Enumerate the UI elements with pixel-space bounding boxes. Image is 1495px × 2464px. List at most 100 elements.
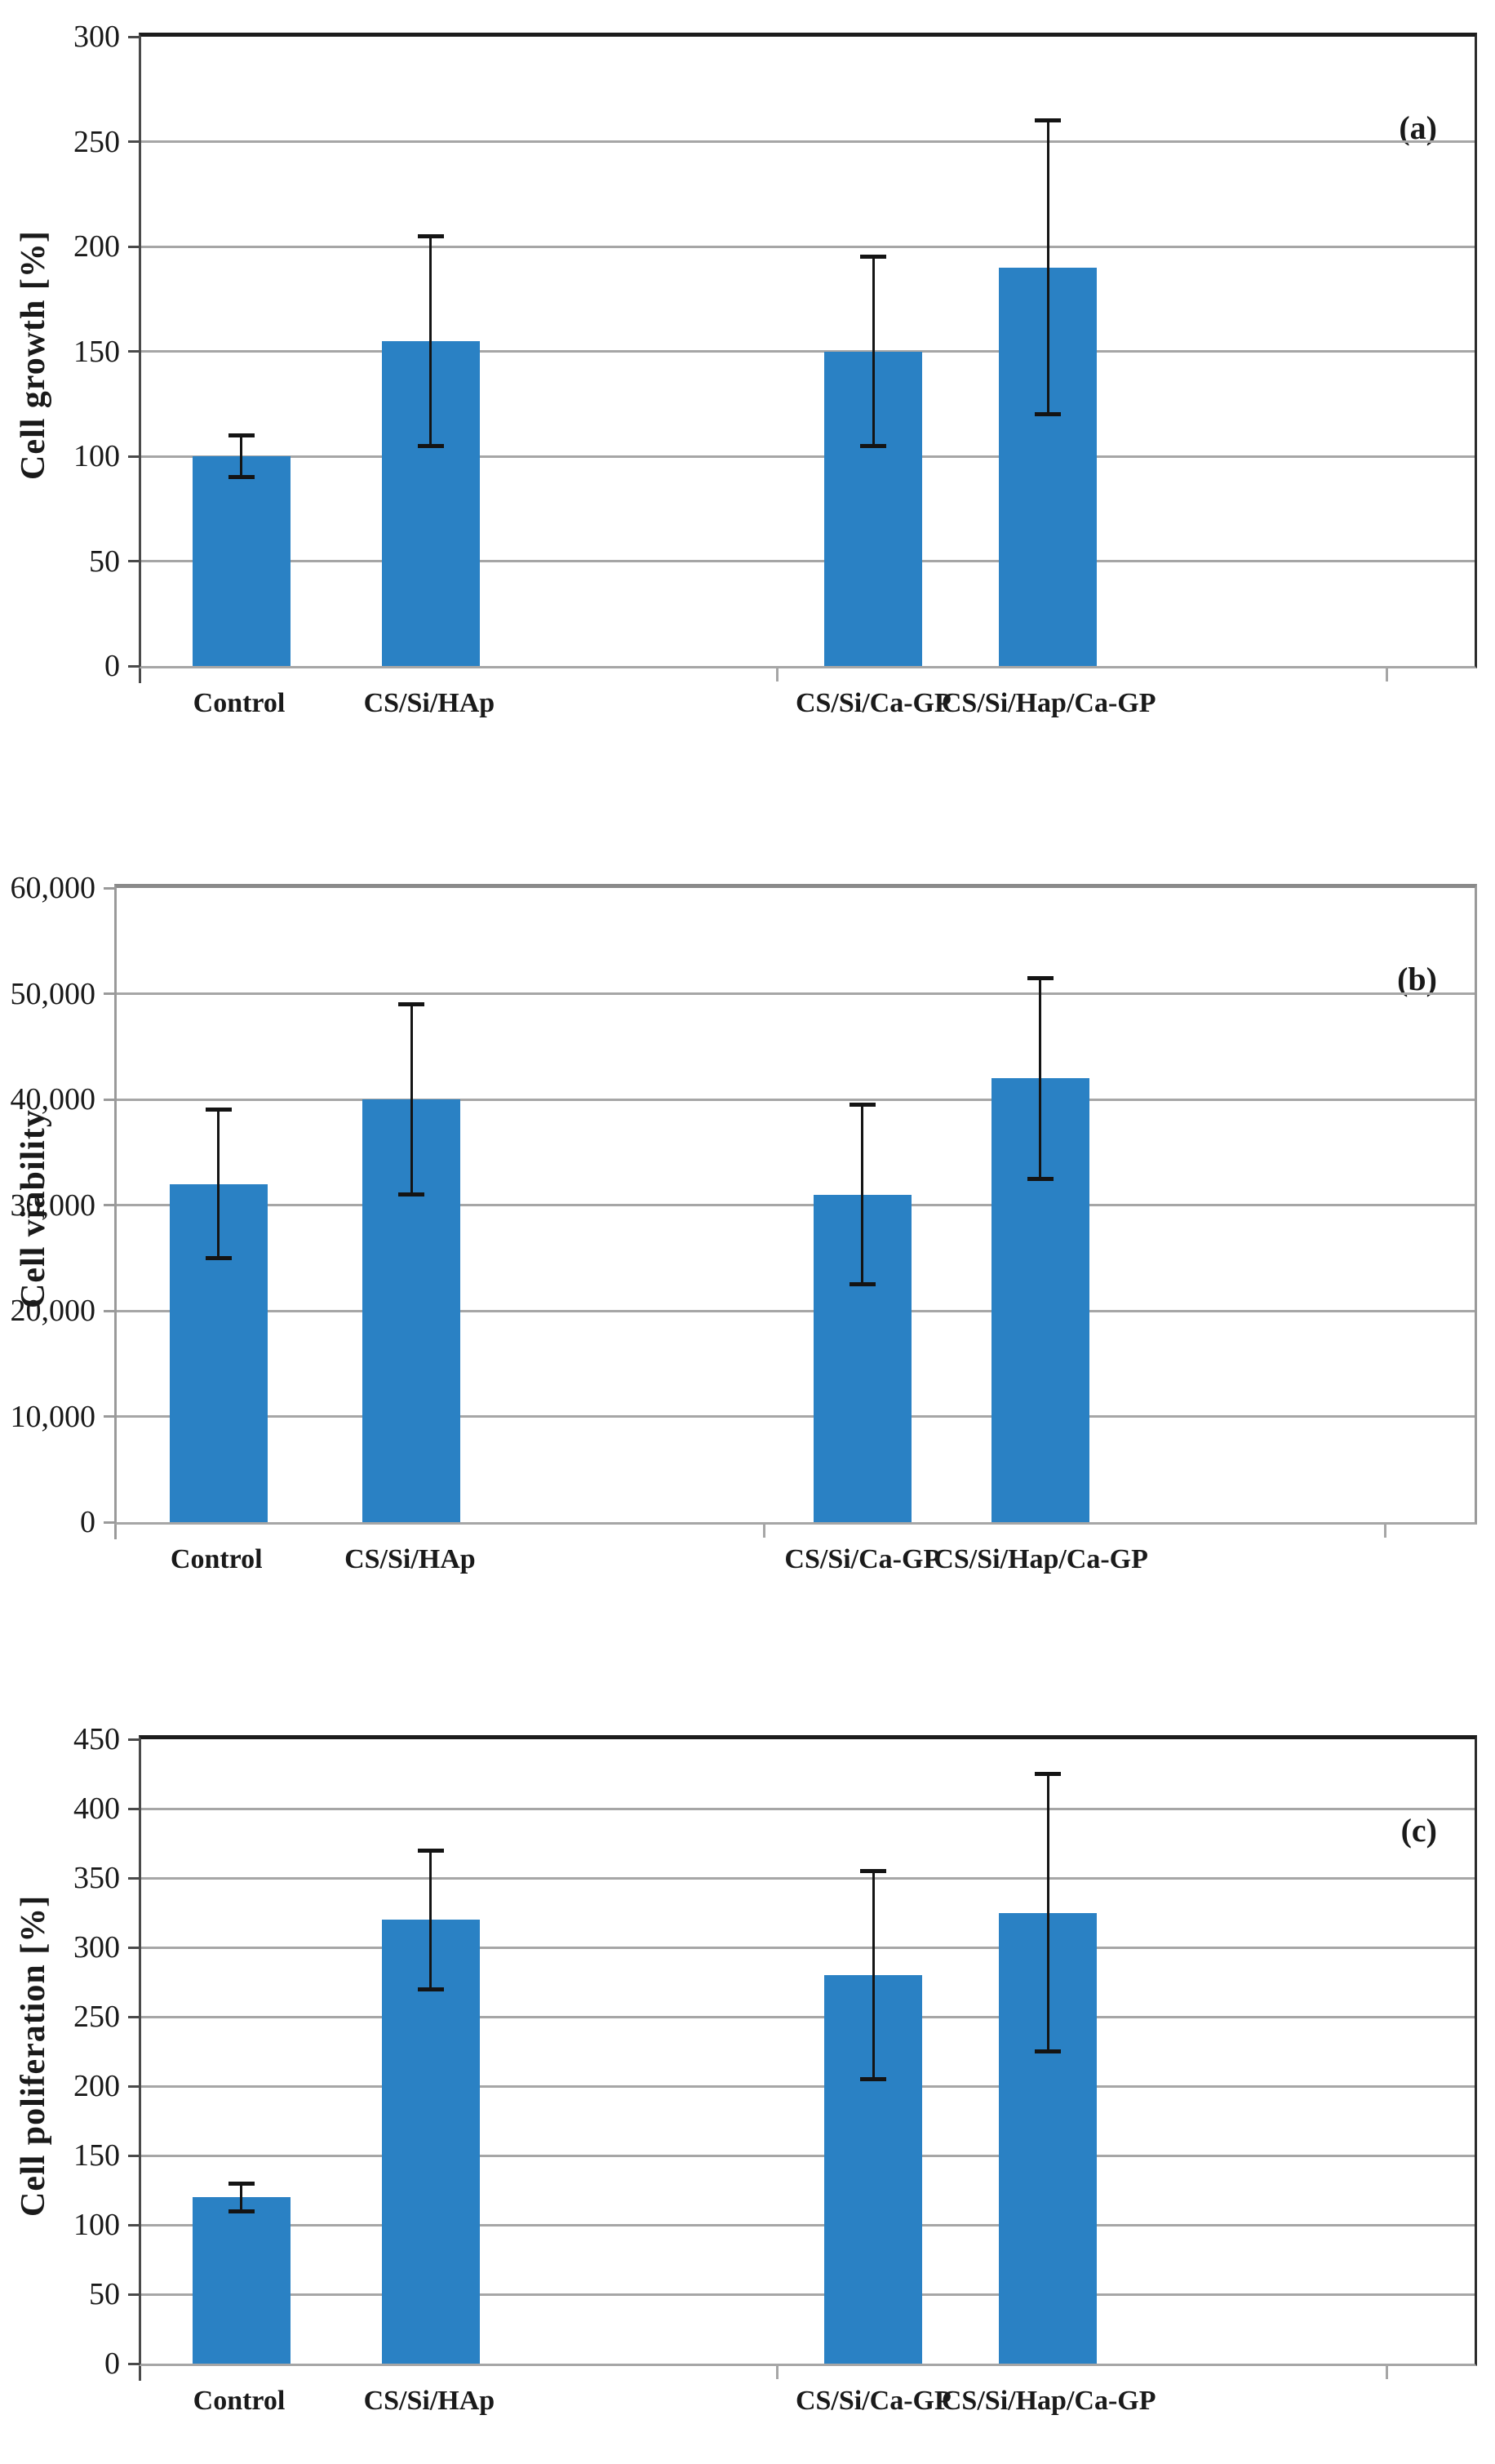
error-bar: [1046, 1774, 1049, 2052]
error-bar: [429, 1850, 433, 1989]
error-bar-cap: [417, 443, 444, 448]
bar: [192, 2197, 291, 2364]
y-tick-label: 450: [73, 1722, 120, 1756]
error-bar-cap: [417, 1848, 444, 1853]
gridline: [141, 350, 1475, 353]
y-tick-label: 250: [73, 2000, 120, 2034]
gridline: [141, 2084, 1475, 2088]
y-tick-mark: [128, 1807, 139, 1810]
y-tick-mark: [128, 2015, 139, 2018]
chart-panel-c: (c) Cell poliferation [%] 0 50 100 150 200 25…: [0, 1722, 1495, 2431]
y-axis-ticks: 0 50 100 150 200 250 300: [2, 20, 120, 683]
y-tick-mark: [128, 2084, 139, 2088]
x-tick-mark: [775, 668, 779, 681]
y-tick-mark: [104, 1204, 114, 1206]
category-label: Control: [193, 688, 286, 718]
error-bar-cap: [205, 1255, 232, 1260]
y-tick-label: 60,000: [10, 871, 96, 905]
y-axis-ticks: 0 50 100 150 200 250 300 350 400 450: [2, 1722, 120, 2381]
error-bar-cap: [860, 443, 887, 448]
y-tick-mark: [128, 455, 139, 458]
y-tick-mark: [128, 2293, 139, 2296]
y-tick-mark: [104, 1309, 114, 1312]
y-tick-label: 100: [73, 2208, 120, 2242]
y-tick-label: 0: [104, 649, 120, 683]
gridline: [141, 245, 1475, 248]
error-bar-cap: [1035, 412, 1062, 417]
y-tick-label: 200: [73, 229, 120, 264]
gridline: [141, 2015, 1475, 2018]
error-bar: [1046, 120, 1049, 415]
gridline: [141, 2223, 1475, 2226]
y-axis-extension: [114, 1525, 117, 1539]
error-bar-cap: [1035, 118, 1062, 123]
y-tick-mark: [104, 1098, 114, 1101]
chart-panel-a: (a) Cell growth [%] 0 50 100 150 200 250 300 C…: [0, 20, 1495, 758]
x-axis-labels-c: Control CS/Si/HAp CS/Si/Ca-GP CS/Si/Hap/Ca-…: [139, 2366, 1477, 2431]
y-tick-mark: [128, 1946, 139, 1949]
gridline: [141, 2154, 1475, 2157]
gridline: [141, 455, 1475, 458]
category-label: CS/Si/Ca-GP: [784, 1544, 941, 1574]
error-bar-cap: [417, 1987, 444, 1991]
y-tick-label: 40,000: [10, 1082, 96, 1117]
error-bar-cap: [860, 1869, 887, 1873]
x-tick-mark: [1385, 668, 1388, 681]
gridline: [117, 1309, 1475, 1312]
x-axis-labels-a: Control CS/Si/HAp CS/Si/Ca-GP CS/Si/Hap/Ca-…: [139, 668, 1477, 758]
error-bar-cap: [860, 2077, 887, 2081]
y-tick-label: 300: [73, 1930, 120, 1965]
y-tick-mark: [128, 664, 139, 668]
category-label: CS/Si/HAp: [363, 2386, 495, 2416]
plot-area-c: (c) Cell poliferation [%] 0 50 100 150 200 25…: [15, 1722, 1477, 2381]
category-label: CS/Si/Ca-GP: [795, 688, 952, 718]
y-tick-mark: [128, 140, 139, 143]
y-tick-label: 100: [73, 439, 120, 473]
error-bar: [410, 1004, 413, 1195]
error-bar-cap: [849, 1102, 876, 1107]
y-tick-label: 10,000: [10, 1399, 96, 1434]
y-tick-label: 30,000: [10, 1188, 96, 1223]
gridline: [141, 2293, 1475, 2296]
y-tick-mark: [104, 992, 114, 995]
error-bar: [861, 1104, 864, 1285]
x-tick-mark: [1385, 2366, 1388, 2379]
y-tick-mark: [128, 245, 139, 248]
error-bar-cap: [1035, 2049, 1062, 2053]
category-label: Control: [170, 1544, 263, 1574]
category-label: CS/Si/HAp: [344, 1544, 476, 1574]
y-tick-label: 300: [73, 20, 120, 54]
y-tick-mark: [128, 2154, 139, 2157]
y-tick-label: 0: [104, 2346, 120, 2381]
bar: [192, 456, 291, 666]
y-axis-ticks: 0 10,000 20,000 30,000 40,000 50,000 60,000: [2, 871, 96, 1539]
y-tick-label: 50,000: [10, 976, 96, 1011]
error-bar-cap: [228, 2181, 255, 2186]
error-bar-cap: [849, 1282, 876, 1287]
y-tick-label: 350: [73, 1861, 120, 1895]
error-bar: [1039, 978, 1042, 1179]
error-bar: [429, 236, 433, 446]
y-tick-mark: [104, 1415, 114, 1418]
panel-letter-a: (a): [1399, 109, 1437, 146]
x-tick-mark: [763, 1525, 766, 1538]
y-tick-mark: [128, 2362, 139, 2365]
y-tick-label: 50: [89, 544, 120, 579]
error-bar: [240, 435, 243, 477]
error-bar-cap: [228, 475, 255, 480]
error-bar-cap: [228, 2209, 255, 2213]
error-bar-cap: [860, 255, 887, 260]
plot-area-b: (b) Cell viability 0 10,000 20,000 30,000 40…: [11, 871, 1477, 1539]
category-label: CS/Si/Hap/Ca-GP: [934, 1544, 1148, 1574]
error-bar-cap: [398, 1001, 425, 1006]
y-axis-extension: [139, 2366, 141, 2381]
error-bar-cap: [1035, 1772, 1062, 1776]
y-axis-extension: [139, 668, 141, 683]
panel-letter-b: (b): [1397, 961, 1437, 997]
x-tick-mark: [1383, 1525, 1386, 1538]
y-tick-mark: [104, 1521, 114, 1524]
error-bar-cap: [205, 1108, 232, 1112]
gridline: [117, 1204, 1475, 1206]
error-bar-cap: [228, 433, 255, 437]
error-bar: [872, 1871, 875, 2080]
